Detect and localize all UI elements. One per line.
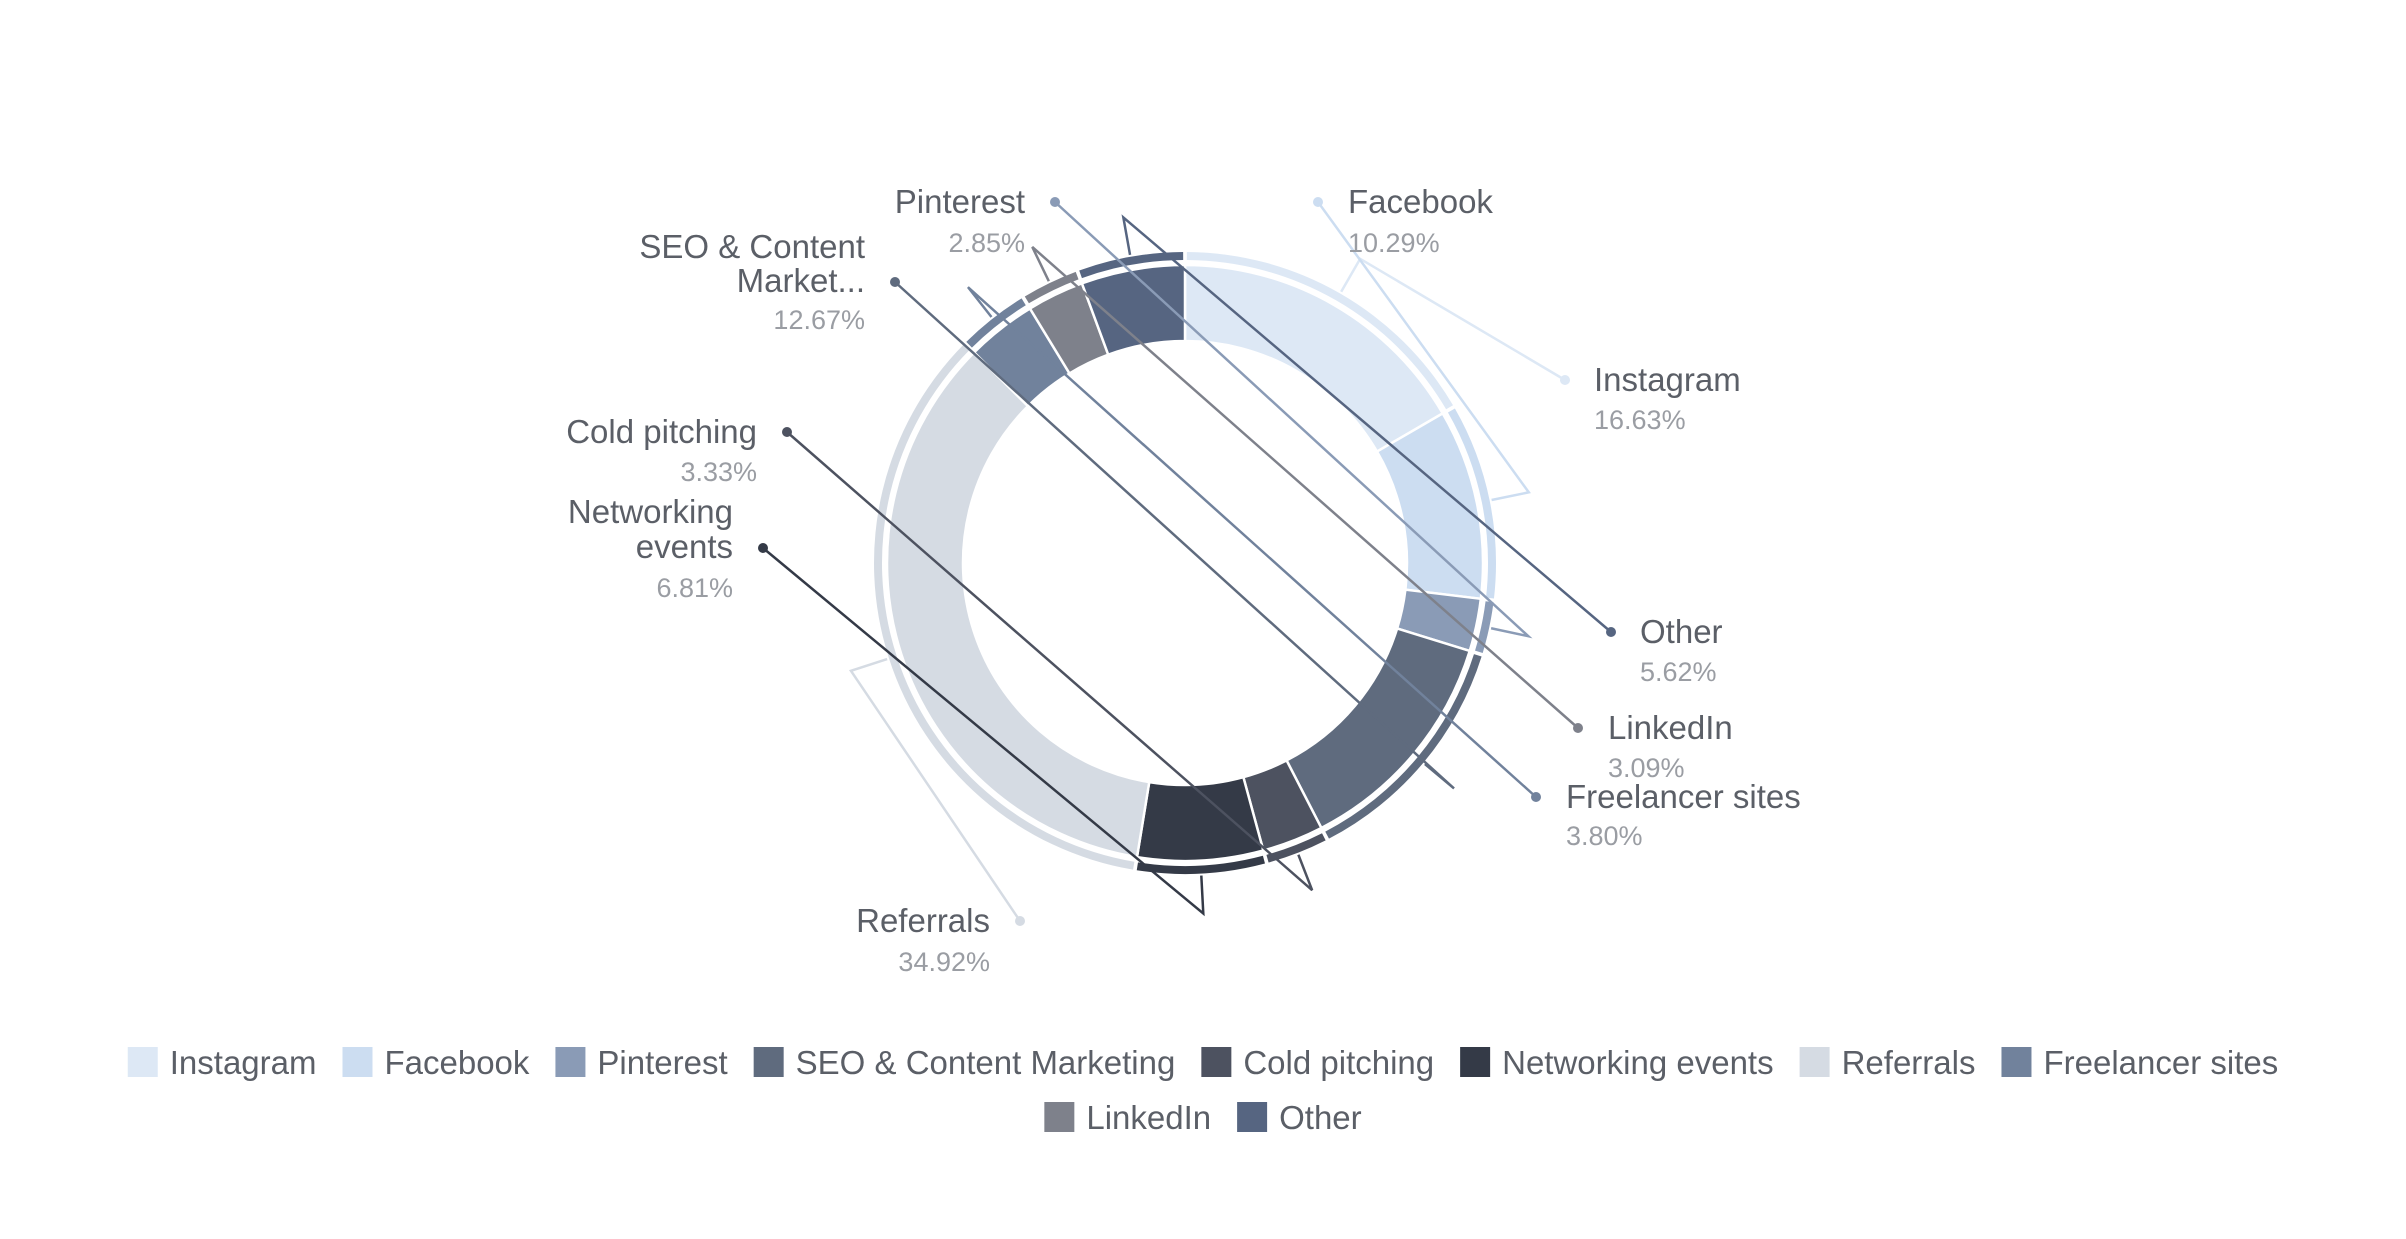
legend-swatch-other xyxy=(1237,1102,1268,1132)
connector-seo-content-marketing xyxy=(894,281,1455,790)
ring-segment-freelancer-sites xyxy=(966,298,1026,348)
connector-dot-freelancer-sites xyxy=(1531,792,1541,802)
pct-label-seo-content-marketing: 12.67% xyxy=(773,305,865,335)
ring-segment-linkedin xyxy=(1024,271,1079,304)
data-label-facebook: Facebook xyxy=(1348,183,1493,220)
connector-dot-facebook xyxy=(1313,197,1323,207)
slice-referrals[interactable] xyxy=(885,350,1151,859)
data-label-networking-events: Networking events xyxy=(568,493,733,565)
legend: Instagram Facebook Pinterest SEO & Content … xyxy=(127,1044,2278,1136)
connector-dot-other xyxy=(1606,627,1616,637)
label-layer: Instagram 16.63% Facebook 10.29% Pinterest 2.… xyxy=(566,183,1801,977)
legend-label-seo-content-marketing: SEO & Content Marketing xyxy=(796,1044,1176,1081)
legend-swatch-cold-pitching xyxy=(1201,1047,1232,1077)
legend-item-freelancer-sites[interactable]: Freelancer sites xyxy=(2001,1044,2278,1081)
legend-item-linkedin[interactable]: LinkedIn xyxy=(1044,1099,1211,1136)
legend-label-referrals: Referrals xyxy=(1842,1044,1976,1081)
legend-label-facebook: Facebook xyxy=(384,1044,529,1081)
legend-swatch-referrals xyxy=(1799,1047,1830,1077)
ring-segment-cold-pitching xyxy=(1266,833,1326,863)
legend-item-instagram[interactable]: Instagram xyxy=(127,1044,317,1081)
legend-label-pinterest: Pinterest xyxy=(597,1044,727,1081)
pct-label-linkedin: 3.09% xyxy=(1608,753,1685,783)
connector-dot-linkedin xyxy=(1573,723,1583,733)
data-label-freelancer-sites: Freelancer sites xyxy=(1566,778,1801,815)
legend-swatch-pinterest xyxy=(555,1047,586,1077)
data-label-pinterest: Pinterest xyxy=(895,183,1025,220)
legend-item-referrals[interactable]: Referrals xyxy=(1799,1044,1976,1081)
pct-label-other: 5.62% xyxy=(1640,657,1717,687)
connector-linkedin xyxy=(1031,246,1579,729)
pct-label-referrals: 34.92% xyxy=(898,947,990,977)
legend-item-pinterest[interactable]: Pinterest xyxy=(555,1044,728,1081)
connector-dot-instagram xyxy=(1560,375,1570,385)
pct-label-cold-pitching: 3.33% xyxy=(680,457,757,487)
pct-label-instagram: 16.63% xyxy=(1594,405,1686,435)
connector-dot-networking-events xyxy=(758,543,768,553)
pct-label-pinterest: 2.85% xyxy=(948,228,1025,258)
legend-item-facebook[interactable]: Facebook xyxy=(342,1044,530,1081)
data-label-other: Other xyxy=(1640,613,1723,650)
legend-swatch-seo-content-marketing xyxy=(753,1047,784,1077)
connector-networking-events xyxy=(762,547,1205,917)
legend-label-instagram: Instagram xyxy=(170,1044,317,1081)
connector-dot-referrals xyxy=(1015,916,1025,926)
legend-item-networking-events[interactable]: Networking events xyxy=(1460,1044,1774,1081)
slice-other[interactable] xyxy=(1080,263,1187,357)
ring-segment-networking-events xyxy=(1136,855,1265,875)
connector-cold-pitching xyxy=(786,431,1314,892)
connector-dot-cold-pitching xyxy=(782,427,792,437)
connector-freelancer-sites xyxy=(966,286,1537,798)
connector-layer xyxy=(758,197,1616,926)
connector-other xyxy=(1121,214,1612,633)
slice-networking-events[interactable] xyxy=(1135,775,1265,863)
connector-referrals xyxy=(848,657,1022,922)
data-label-linkedin: LinkedIn xyxy=(1608,709,1733,746)
connector-dot-pinterest xyxy=(1050,197,1060,207)
ring-segment-other xyxy=(1079,252,1184,279)
legend-label-other: Other xyxy=(1279,1099,1362,1136)
legend-swatch-freelancer-sites xyxy=(2001,1047,2032,1077)
data-label-cold-pitching: Cold pitching xyxy=(566,413,757,450)
legend-swatch-linkedin xyxy=(1044,1102,1075,1132)
data-label-referrals: Referrals xyxy=(856,902,990,939)
legend-item-cold-pitching[interactable]: Cold pitching xyxy=(1201,1044,1434,1081)
legend-swatch-instagram xyxy=(127,1047,158,1077)
pct-label-freelancer-sites: 3.80% xyxy=(1566,821,1643,851)
connector-dot-seo-content-marketing xyxy=(890,277,900,287)
pct-label-facebook: 10.29% xyxy=(1348,228,1440,258)
legend-label-linkedin: LinkedIn xyxy=(1086,1099,1211,1136)
legend-label-cold-pitching: Cold pitching xyxy=(1243,1044,1434,1081)
connector-facebook xyxy=(1316,201,1531,502)
legend-label-networking-events: Networking events xyxy=(1502,1044,1773,1081)
legend-item-seo-content-marketing[interactable]: SEO & Content Marketing xyxy=(753,1044,1176,1081)
legend-item-other[interactable]: Other xyxy=(1237,1099,1362,1136)
legend-swatch-facebook xyxy=(342,1047,373,1077)
ring-segment-facebook xyxy=(1447,408,1496,599)
legend-swatch-networking-events xyxy=(1460,1047,1491,1077)
ring-segment-instagram xyxy=(1186,252,1454,410)
legend-label-freelancer-sites: Freelancer sites xyxy=(2043,1044,2278,1081)
pct-label-networking-events: 6.81% xyxy=(656,573,733,603)
data-label-instagram: Instagram xyxy=(1594,361,1741,398)
data-label-seo-content-marketing: SEO & Content Market... xyxy=(639,228,865,299)
connector-pinterest xyxy=(1054,201,1533,639)
slices-layer xyxy=(885,263,1485,863)
